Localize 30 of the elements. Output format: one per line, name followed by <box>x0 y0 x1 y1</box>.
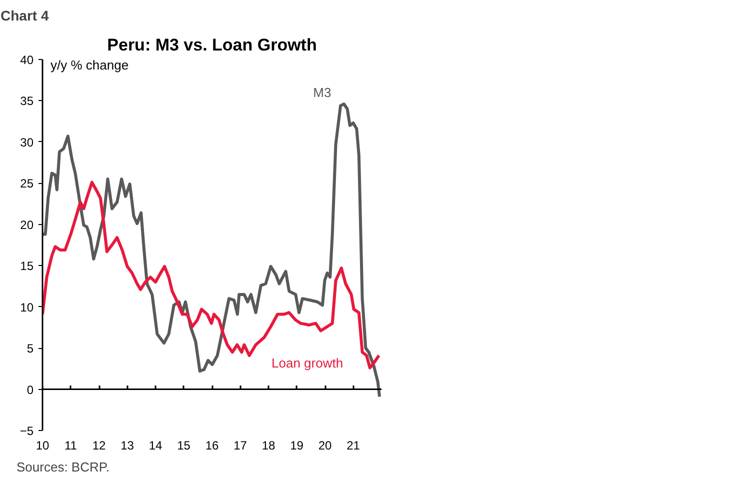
x-tick-label: 18 <box>262 438 276 452</box>
line-series <box>42 102 382 398</box>
chart-title: Peru: M3 vs. Loan Growth <box>107 36 317 54</box>
series-label: Loan growth <box>272 355 344 370</box>
x-tick-label: 17 <box>234 438 248 452</box>
y-axis-title: y/y % change <box>50 58 129 72</box>
source-note: Sources: BCRP. <box>16 460 110 474</box>
caption: Chart 4 <box>0 8 49 24</box>
x-tick-label: 15 <box>177 438 191 452</box>
y-tick-label: 10 <box>20 300 34 314</box>
y-tick-label: 30 <box>20 135 34 150</box>
y-tick-label: 40 <box>20 53 34 67</box>
y-tick-label: 5 <box>26 342 34 356</box>
series-label: M3 <box>313 84 332 100</box>
y-tick-label: 35 <box>20 94 34 108</box>
y-tick-label: 25 <box>20 176 34 191</box>
x-tick-label: 16 <box>205 438 219 452</box>
x-tick-label: 19 <box>290 438 304 452</box>
x-tick-label: 10 <box>36 438 50 452</box>
y-tick-label: −5 <box>20 424 34 438</box>
x-tick-label: 13 <box>120 438 134 452</box>
x-tick-label: 12 <box>92 438 106 452</box>
y-tick-label: 15 <box>20 259 34 274</box>
y-tick-label: 0 <box>26 382 34 397</box>
y-tick-label: 20 <box>20 218 34 232</box>
x-tick-label: 14 <box>148 438 162 452</box>
x-tick-label: 21 <box>346 438 360 452</box>
x-tick-label: 11 <box>64 438 78 452</box>
x-tick-label: 20 <box>318 438 332 452</box>
line-series <box>42 180 380 370</box>
